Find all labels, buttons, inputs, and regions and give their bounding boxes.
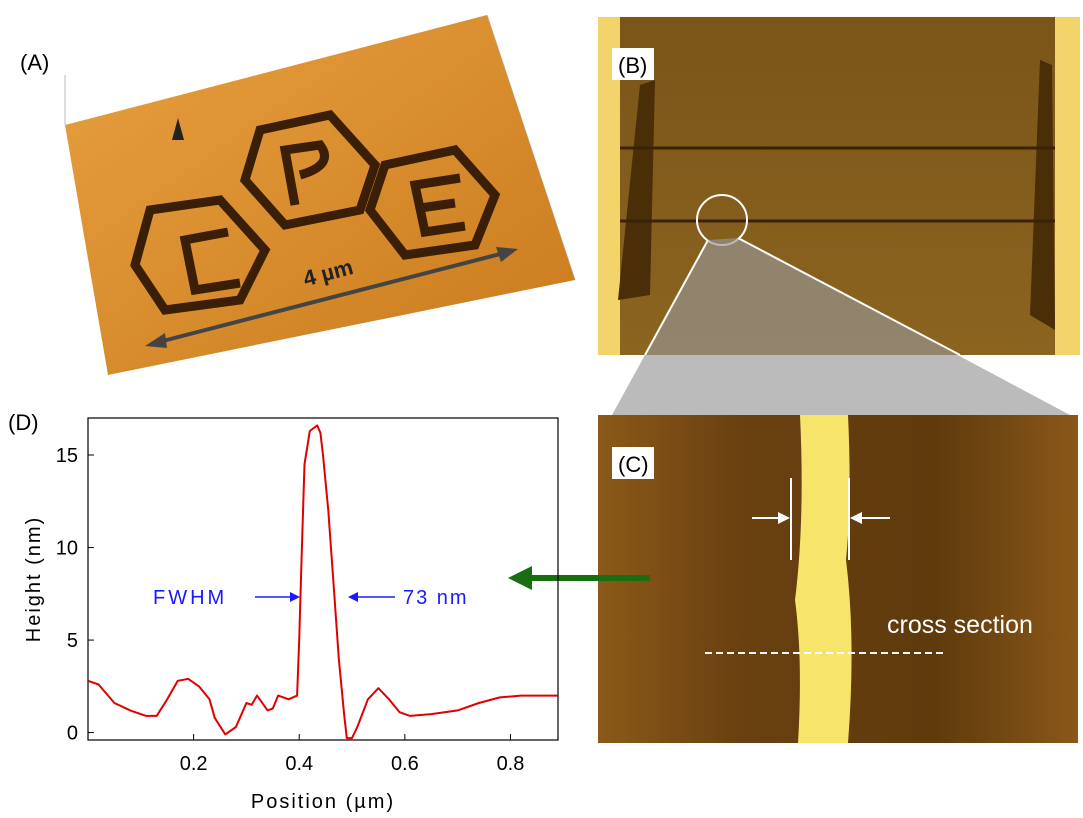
panel-c: cross section (C)	[598, 415, 1078, 743]
arrow-head	[290, 592, 300, 602]
x-tick-label: 0.2	[180, 753, 208, 775]
nanowire	[795, 415, 852, 743]
panel-a: 4 µm (A)	[20, 15, 575, 375]
x-tick-label: 0.4	[285, 753, 313, 775]
x-tick-label: 0.6	[391, 753, 419, 775]
x-tick-label: 0.8	[497, 753, 525, 775]
annotation: 73 nm	[403, 587, 469, 609]
electrode	[1055, 17, 1080, 355]
arrow-head	[348, 592, 358, 602]
annotation: FWHM	[153, 587, 227, 609]
panel-label: (B)	[618, 53, 647, 78]
y-axis-title: Height (nm)	[23, 516, 45, 642]
plot-frame	[88, 418, 558, 740]
panel-label: (A)	[20, 50, 49, 75]
data-line	[88, 425, 558, 738]
page: 4 µm (A) (B) cross section (C)	[0, 0, 1083, 813]
panel-label: (D)	[8, 410, 39, 435]
line-chart: (D) Position (µm) Height (nm) 0 5 10 15 0.2 0…	[8, 410, 558, 813]
x-axis-title: Position (µm)	[251, 791, 395, 813]
y-tick-label: 0	[67, 723, 78, 745]
panel-label: (C)	[618, 452, 649, 477]
y-tick-label: 15	[56, 445, 78, 467]
y-tick-label: 5	[67, 630, 78, 652]
arrow-head	[508, 566, 532, 590]
y-tick-label: 10	[56, 538, 78, 560]
cross-section-label: cross section	[887, 611, 1033, 639]
figure: 4 µm (A) (B) cross section (C)	[0, 0, 1083, 813]
